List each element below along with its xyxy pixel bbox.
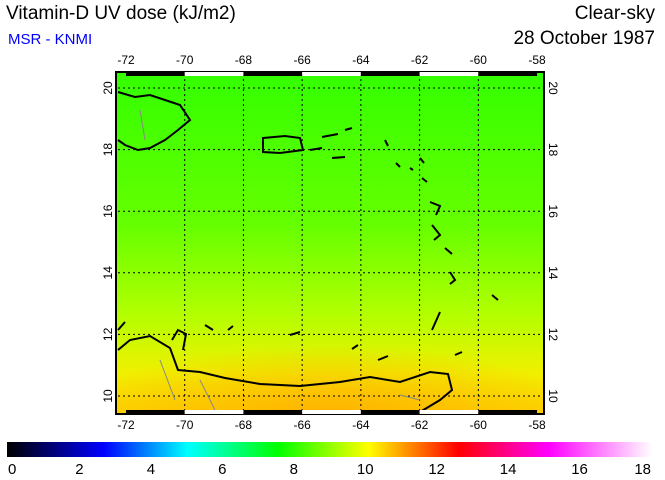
lon-tick-label: -72 (117, 418, 135, 432)
scale-bar-segment (478, 72, 538, 76)
lat-tick-label: 10 (546, 389, 560, 403)
colorbar-tick-label: 4 (147, 461, 155, 478)
lon-tick-label: -60 (470, 53, 488, 67)
colorbar-tick-label: 8 (290, 461, 298, 478)
scale-bar-segment (243, 72, 303, 76)
lat-tick-label: 18 (546, 143, 560, 157)
scale-bar-segment (419, 410, 479, 414)
lon-tick-label: -68 (235, 53, 253, 67)
colorbar-tick-label: 14 (500, 461, 517, 478)
lat-tick-label: 12 (546, 328, 560, 342)
lat-tick-label: 20 (546, 81, 560, 95)
lon-tick-label: -58 (528, 53, 546, 67)
lat-tick-label: 18 (101, 143, 115, 157)
colorbar-gradient (7, 442, 652, 457)
colorbar-tick-label: 16 (571, 461, 588, 478)
lon-tick-label: -70 (176, 53, 194, 67)
scale-bar-segment (184, 410, 244, 414)
lon-tick-label: -66 (293, 418, 311, 432)
credit-label: MSR - KNMI (8, 31, 93, 48)
lat-tick-label: 16 (546, 205, 560, 219)
lon-labels: -72 -72 -70 -70 -68 -68 -66 -66 -64 -64 -62 -62 -60 -… (117, 53, 546, 432)
lat-tick-label: 12 (101, 327, 115, 341)
lat-tick-label: 14 (101, 266, 115, 280)
lon-tick-label: -62 (411, 53, 429, 67)
lat-tick-label: 16 (101, 204, 115, 218)
lon-tick-label: -72 (117, 53, 135, 67)
scale-bar-segment (243, 410, 303, 414)
uv-field-south (116, 300, 544, 414)
map-panel: -72 -72 -70 -70 -68 -68 -66 -66 -64 -64 -62 -62 -60 -… (101, 53, 560, 432)
lat-labels: 20 20 18 18 16 16 14 14 12 12 10 10 (101, 81, 560, 403)
lon-tick-label: -66 (293, 53, 311, 67)
scale-bar-segment (419, 72, 479, 76)
borders (139, 109, 421, 411)
lon-tick-label: -70 (176, 418, 194, 432)
sky-condition: Clear-sky (574, 3, 655, 24)
scale-bar-segment (184, 72, 244, 76)
graticule (118, 74, 542, 412)
coastlines (117, 91, 499, 413)
lon-tick-label: -62 (411, 418, 429, 432)
map-title: Vitamin-D UV dose (kJ/m2) (6, 3, 236, 24)
scale-bar-segment (126, 410, 185, 414)
lon-tick-label: -64 (352, 53, 370, 67)
lon-tick-label: -58 (528, 418, 546, 432)
colorbar-tick-label: 18 (634, 461, 651, 478)
lat-tick-label: 10 (101, 389, 115, 403)
scale-bar-segment (360, 410, 420, 414)
colorbar-tick-label: 0 (8, 461, 16, 478)
scale-bar-segment (478, 410, 538, 414)
colorbar-tick-label: 2 (75, 461, 83, 478)
colorbar-tick-label: 6 (218, 461, 226, 478)
frame-scale-bars (126, 72, 538, 414)
scale-bar-segment (302, 72, 361, 76)
lon-tick-label: -64 (352, 418, 370, 432)
scale-bar-segment (126, 72, 185, 76)
colorbar: 0 2 4 6 8 10 12 14 16 18 (7, 442, 652, 478)
lon-tick-label: -60 (470, 418, 488, 432)
map-date: 28 October 1987 (513, 28, 655, 49)
lat-tick-label: 14 (546, 266, 560, 280)
scale-bar-segment (302, 410, 361, 414)
lon-tick-label: -68 (235, 418, 253, 432)
colorbar-tick-label: 12 (428, 461, 445, 478)
colorbar-tick-label: 10 (357, 461, 374, 478)
lat-tick-label: 20 (101, 81, 115, 95)
scale-bar-segment (360, 72, 420, 76)
